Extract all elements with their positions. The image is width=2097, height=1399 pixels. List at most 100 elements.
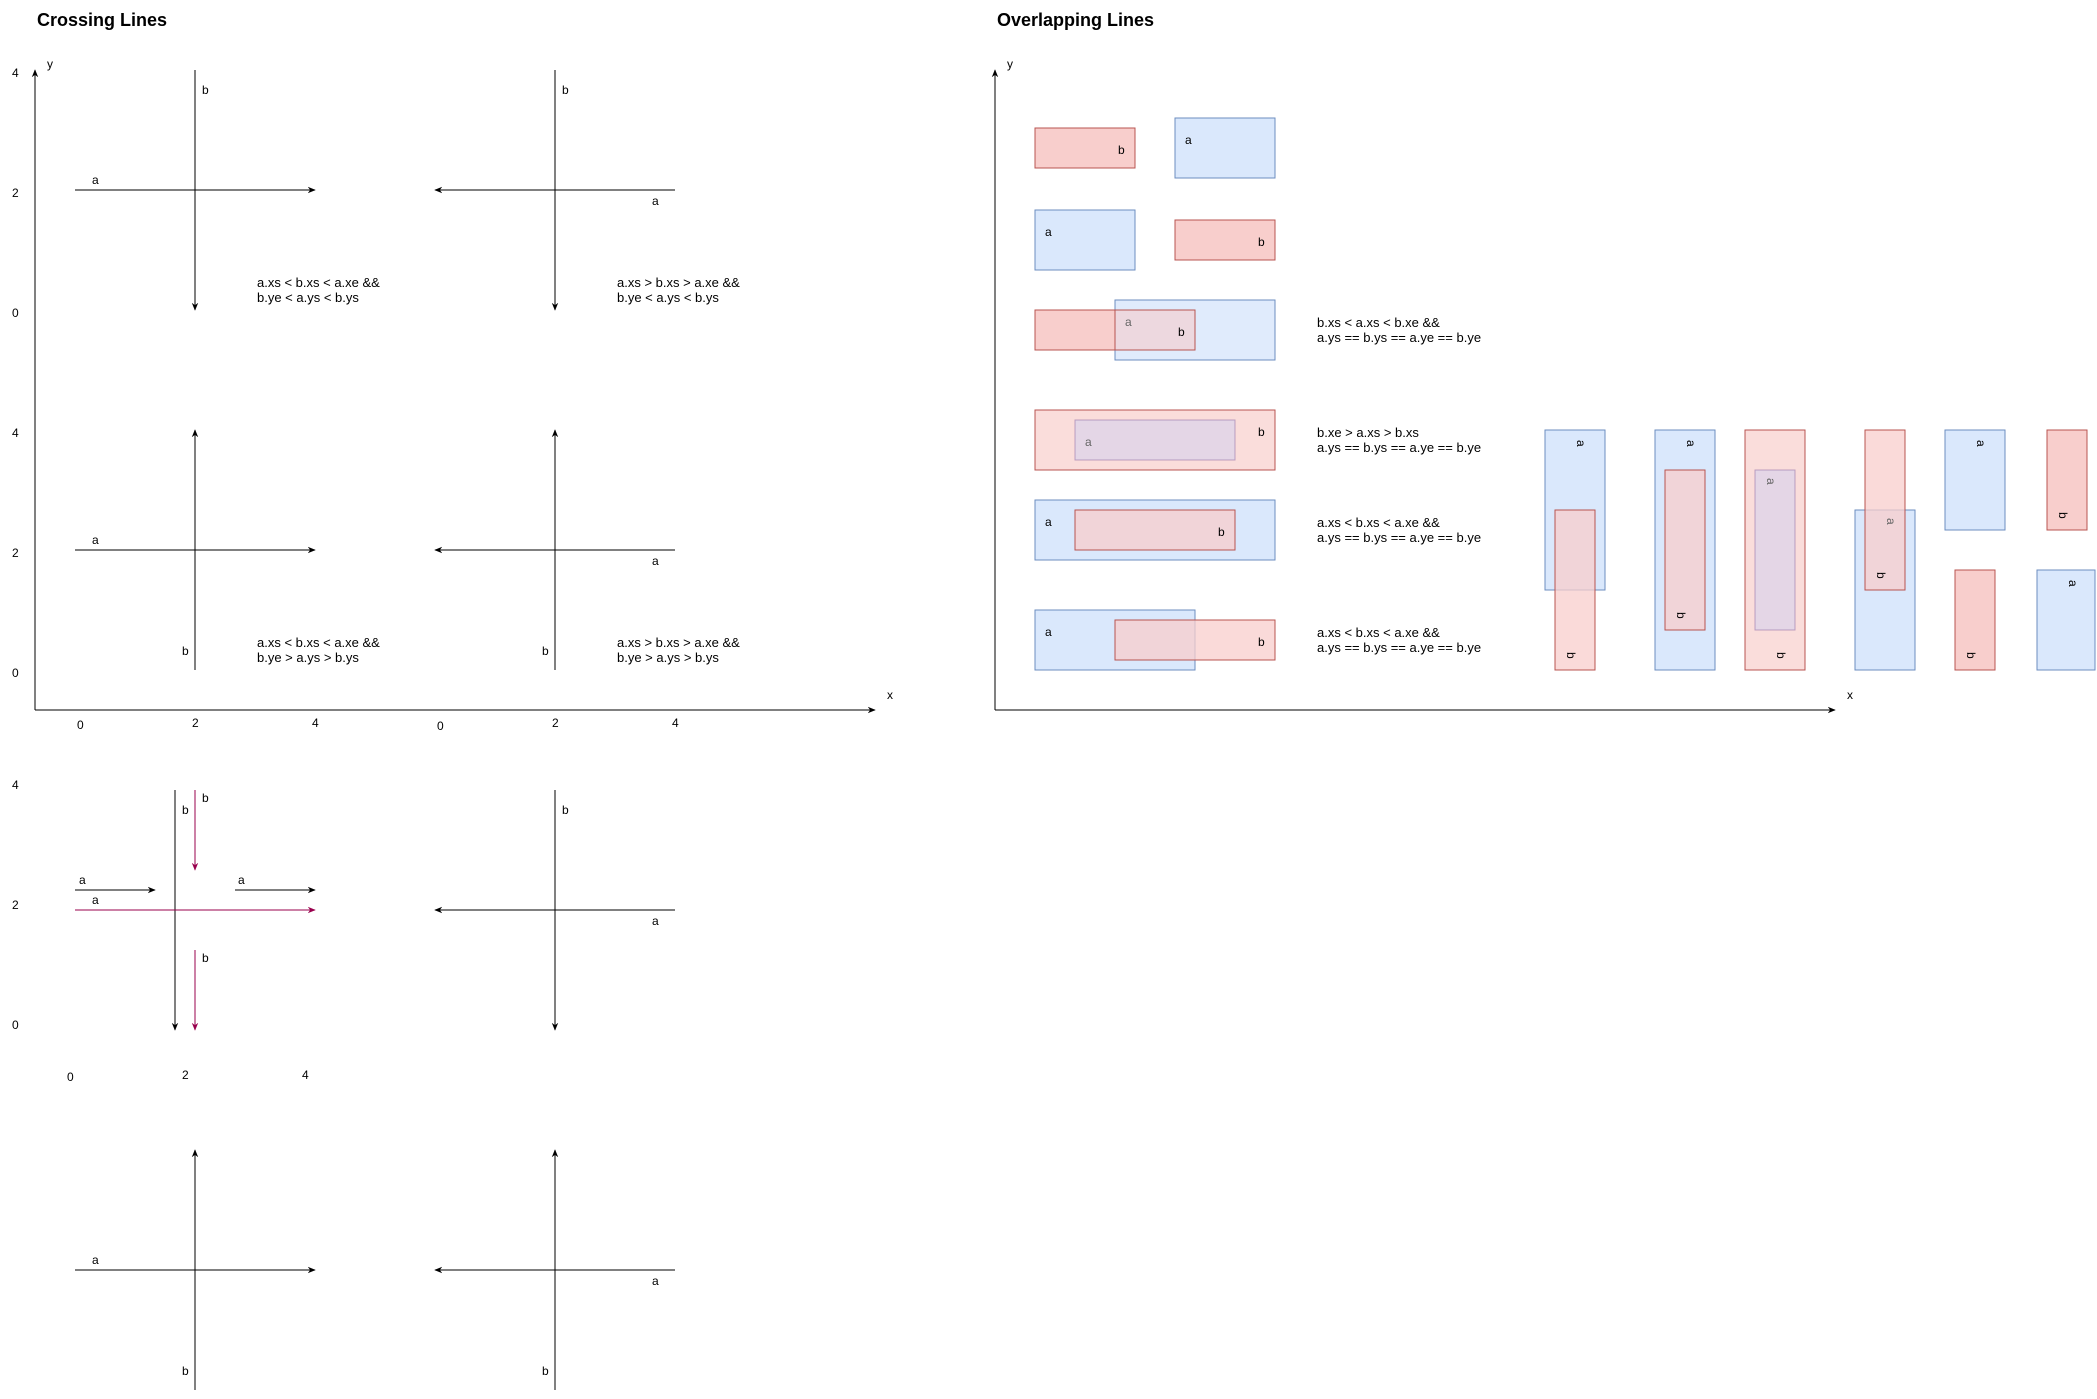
line-a-label: a: [652, 914, 659, 928]
box-a: [1174, 117, 1276, 179]
line-a-label: a: [92, 1253, 99, 1267]
condition-text: a.ys == b.ys == a.ye == b.ye: [1317, 530, 1481, 545]
line-a-label: a: [652, 194, 659, 208]
crossing-case-6: a b: [434, 790, 675, 1031]
box-a-label: a: [1884, 518, 1898, 525]
condition-text: a.xs > b.xs > a.xe &&: [617, 275, 740, 290]
condition-text: b.ye > a.ys > b.ys: [617, 650, 719, 665]
x-tick-label: 4: [302, 1068, 309, 1082]
crossing-case-4: a b a.xs > b.xs > a.xe && b.ye > a.ys > …: [434, 429, 740, 670]
x-tick-label: 4: [312, 716, 319, 730]
box-b-label: b: [2056, 512, 2070, 519]
box-b: [1174, 219, 1276, 261]
box-b: [1864, 429, 1906, 591]
box-b: [1954, 569, 1996, 671]
box-a-label: a: [1684, 440, 1698, 447]
condition-text: b.ye < a.ys < b.ys: [257, 290, 359, 305]
condition-text: a.xs < b.xs < a.xe &&: [1317, 625, 1440, 640]
y-tick-labels: 4 2 0 4 2 0 4 2 0: [12, 66, 19, 1032]
line-a-label: a: [652, 554, 659, 568]
line-b-label: b: [202, 83, 209, 97]
condition-text: a.xs < b.xs < a.xe &&: [257, 635, 380, 650]
box-a-label: a: [1764, 478, 1778, 485]
line-b-label: b: [562, 83, 569, 97]
line-a-label: a: [238, 873, 245, 887]
condition-text: a.xs < b.xs < a.xe &&: [257, 275, 380, 290]
box-b-label: b: [1258, 635, 1265, 649]
y-tick-label: 4: [12, 426, 19, 440]
y-tick-label: 4: [12, 778, 19, 792]
crossing-case-3: a b a.xs < b.xs < a.xe && b.ye > a.ys > …: [75, 429, 380, 670]
line-b-label: b: [182, 803, 189, 817]
box-b-label: b: [1964, 652, 1978, 659]
left-x-axis-label: x: [887, 688, 893, 702]
vertical-overlap-4: a b: [1854, 429, 1916, 671]
box-b: [1554, 509, 1596, 671]
line-b-label: b: [542, 1364, 549, 1378]
box-a: [1944, 429, 2006, 531]
line-b-label: b: [542, 644, 549, 658]
box-a-label: a: [1085, 435, 1092, 449]
line-b-label: b: [202, 951, 209, 965]
line-a-label: a: [92, 893, 99, 907]
overlap-row-4: a b b.xe > a.xs > b.xs a.ys == b.ys == a…: [1034, 409, 1481, 471]
y-tick-label: 2: [12, 898, 19, 912]
overlapping-lines-title: Overlapping Lines: [997, 10, 1154, 30]
condition-text: b.ye > a.ys > b.ys: [257, 650, 359, 665]
box-b-label: b: [1774, 652, 1788, 659]
box-a-label: a: [1974, 440, 1988, 447]
condition-text: a.ys == b.ys == a.ye == b.ye: [1317, 330, 1481, 345]
box-a-label: a: [1125, 315, 1132, 329]
condition-text: a.xs > b.xs > a.xe &&: [617, 635, 740, 650]
y-tick-label: 0: [12, 666, 19, 680]
overlap-row-6: a b a.xs < b.xs < a.xe && a.ys == b.ys =…: [1034, 609, 1481, 671]
condition-text: b.xs < a.xs < b.xe &&: [1317, 315, 1440, 330]
line-b-label: b: [182, 644, 189, 658]
overlap-row-5: a b a.xs < b.xs < a.xe && a.ys == b.ys =…: [1034, 499, 1481, 561]
box-b: [1074, 509, 1236, 551]
overlap-row-2: a b: [1034, 209, 1276, 271]
box-b: [1034, 127, 1136, 169]
condition-text: a.ys == b.ys == a.ye == b.ye: [1317, 640, 1481, 655]
x-tick-label: 4: [672, 716, 679, 730]
x-tick-label: 0: [77, 718, 84, 732]
crossing-lines-title: Crossing Lines: [37, 10, 167, 30]
right-x-axis-label: x: [1847, 688, 1853, 702]
crossing-case-7: a b: [75, 1149, 316, 1390]
box-a: [1754, 469, 1796, 631]
vertical-overlap-2: a b: [1654, 429, 1716, 671]
y-tick-label: 0: [12, 306, 19, 320]
condition-text: a.xs < b.xs < a.xe &&: [1317, 515, 1440, 530]
box-b-label: b: [1674, 612, 1688, 619]
y-tick-label: 2: [12, 186, 19, 200]
box-b: [2046, 429, 2088, 531]
x-tick-label: 2: [182, 1068, 189, 1082]
crossing-case-1: a b a.xs < b.xs < a.xe && b.ye < a.ys < …: [75, 70, 380, 311]
condition-text: b.xe > a.xs > b.xs: [1317, 425, 1419, 440]
x-tick-labels: 0 2 4 0 2 4 0 2 4: [67, 716, 679, 1084]
box-overlap: [1114, 309, 1196, 351]
box-a-label: a: [2066, 580, 2080, 587]
x-tick-label: 0: [437, 719, 444, 733]
box-b-label: b: [1218, 525, 1225, 539]
y-tick-label: 4: [12, 66, 19, 80]
box-a-label: a: [1574, 440, 1588, 447]
box-b: [1114, 619, 1276, 661]
crossing-axes: y x: [31, 57, 893, 714]
overlapping-axes: y x: [991, 57, 1853, 714]
line-b-label: b: [182, 1364, 189, 1378]
y-tick-label: 0: [12, 1018, 19, 1032]
crossing-case-5: a a a b b b: [75, 790, 316, 1031]
box-b-label: b: [1178, 325, 1185, 339]
vertical-overlap-6: b a: [2036, 429, 2096, 671]
vertical-overlap-3: a b: [1744, 429, 1806, 671]
y-tick-label: 2: [12, 546, 19, 560]
box-a-label: a: [1185, 133, 1192, 147]
x-tick-label: 0: [67, 1070, 74, 1084]
right-y-axis-label: y: [1007, 57, 1013, 71]
box-b: [1664, 469, 1706, 631]
box-b-label: b: [1118, 143, 1125, 157]
box-a-label: a: [1045, 225, 1052, 239]
box-a: [1034, 209, 1136, 271]
